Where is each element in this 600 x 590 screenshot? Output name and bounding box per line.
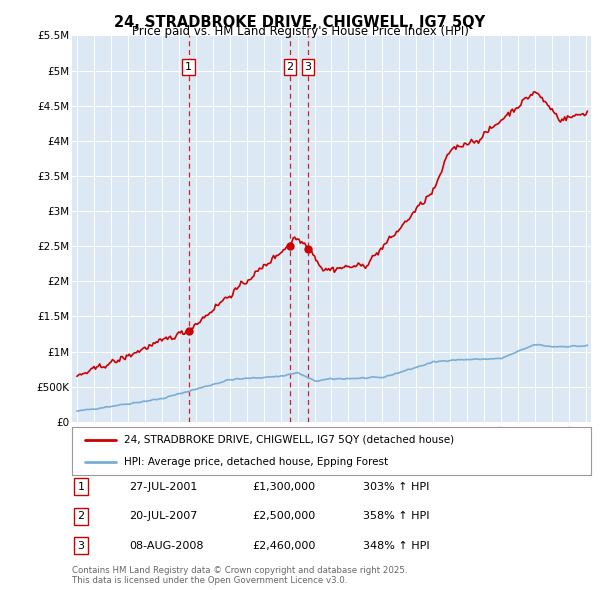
Text: 20-JUL-2007: 20-JUL-2007	[129, 512, 197, 521]
Text: £2,460,000: £2,460,000	[252, 541, 316, 550]
Text: 24, STRADBROKE DRIVE, CHIGWELL, IG7 5QY: 24, STRADBROKE DRIVE, CHIGWELL, IG7 5QY	[115, 15, 485, 30]
Text: Contains HM Land Registry data © Crown copyright and database right 2025.
This d: Contains HM Land Registry data © Crown c…	[72, 566, 407, 585]
Text: 303% ↑ HPI: 303% ↑ HPI	[363, 482, 430, 491]
Text: HPI: Average price, detached house, Epping Forest: HPI: Average price, detached house, Eppi…	[124, 457, 388, 467]
Text: 3: 3	[305, 62, 311, 72]
Text: 348% ↑ HPI: 348% ↑ HPI	[363, 541, 430, 550]
Text: £2,500,000: £2,500,000	[252, 512, 315, 521]
Text: 1: 1	[185, 62, 192, 72]
Text: Price paid vs. HM Land Registry's House Price Index (HPI): Price paid vs. HM Land Registry's House …	[131, 25, 469, 38]
Text: £1,300,000: £1,300,000	[252, 482, 315, 491]
Text: 08-AUG-2008: 08-AUG-2008	[129, 541, 203, 550]
Text: 2: 2	[286, 62, 293, 72]
Text: 27-JUL-2001: 27-JUL-2001	[129, 482, 197, 491]
Text: 24, STRADBROKE DRIVE, CHIGWELL, IG7 5QY (detached house): 24, STRADBROKE DRIVE, CHIGWELL, IG7 5QY …	[124, 435, 454, 445]
Text: 1: 1	[77, 482, 85, 491]
Text: 358% ↑ HPI: 358% ↑ HPI	[363, 512, 430, 521]
Text: 3: 3	[77, 541, 85, 550]
Text: 2: 2	[77, 512, 85, 521]
